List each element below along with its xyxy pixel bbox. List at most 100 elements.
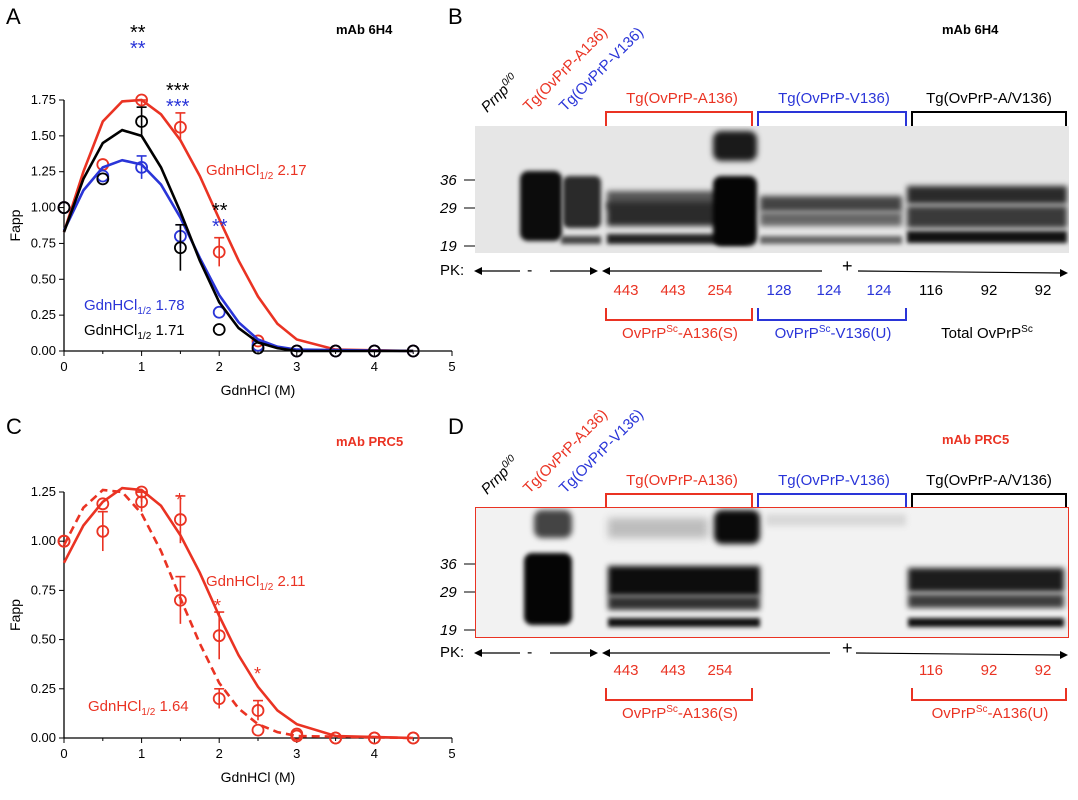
panel-d-mw-ticks <box>464 563 475 631</box>
panel-a-y-tick-label: 1.25 <box>31 164 56 179</box>
panel-b-western-blot <box>475 126 1069 253</box>
panel-a-series-2-point <box>96 172 110 186</box>
panel-c-series-0-fit-curve <box>62 486 414 740</box>
panel-b-number-3: 254 <box>707 282 733 299</box>
panel-a-series-2-point <box>251 341 265 355</box>
panel-d-number-1: 443 <box>613 662 639 679</box>
panel-b-number-7: 116 <box>919 282 943 299</box>
panel-c-x-tick-label: 0 <box>60 746 67 761</box>
panel-a-series-2-point <box>57 201 71 214</box>
panel-b-antibody: mAb 6H4 <box>942 22 999 37</box>
panel-d-group-a136: Tg(OvPrP-A136) <box>626 472 738 489</box>
panel-b-group-a136: Tg(OvPrP-A136) <box>626 90 738 107</box>
panel-a-y-tick-label: 0.25 <box>31 307 56 322</box>
panel-c-series-0-point <box>173 513 187 526</box>
panel-c-series-1-point <box>329 731 343 745</box>
panel-a-series-2-point <box>135 115 149 128</box>
panel-a-star-3-blue: ** <box>212 216 228 238</box>
panel-d-pk-plus: + <box>842 638 853 658</box>
panel-c-series-1-fit-curve <box>62 488 414 740</box>
panel-c-star-1: * <box>176 490 184 510</box>
panel-b-number-8: 92 <box>980 282 998 299</box>
panel-d-number-6: 92 <box>1034 662 1052 679</box>
panel-a-x-tick-label: 1 <box>138 359 145 374</box>
panel-a-star-1-black: ** <box>130 22 146 44</box>
panel-d-bottom-brackets <box>605 688 1067 701</box>
panel-a-star-2-black: *** <box>166 80 190 102</box>
panel-c-series-1-point <box>367 731 381 745</box>
panel-a-x-axis-label: GdnHCl (M) <box>221 382 296 398</box>
panel-c-x-tick-label: 4 <box>371 746 378 761</box>
panel-a-y-tick-label: 1.50 <box>31 128 56 143</box>
panel-a-series-2-point <box>367 344 381 358</box>
panel-a-series-2-fit-curve <box>62 128 414 353</box>
panel-a-series-2-point <box>406 344 420 358</box>
panel-a-series-0-point <box>212 245 226 259</box>
panel-a-star-3-black: ** <box>212 200 228 222</box>
panel-c-x-tick-label: 1 <box>138 746 145 761</box>
panel-d-pk-label: PK: <box>440 644 465 661</box>
panel-c-y-tick-label: 0.75 <box>31 582 56 597</box>
panel-c-series-1-point <box>406 731 420 745</box>
panel-a-series-1-point <box>135 161 149 174</box>
panel-d-western-blot <box>475 507 1069 638</box>
panel-a-star-2-blue: *** <box>166 96 190 118</box>
panel-c-y-axis-label: Fapp <box>7 599 23 631</box>
panel-a-x-tick-label: 4 <box>371 359 378 374</box>
panel-a-y-tick-label: 0.75 <box>31 235 56 250</box>
panel-d-number-4: 116 <box>919 662 943 679</box>
panel-a-y-tick-label: 0.00 <box>31 343 56 358</box>
panel-d-pk-minus: - <box>527 644 533 661</box>
panel-d-antibody: mAb PRC5 <box>942 432 1010 447</box>
panel-c-series-1-point <box>57 534 71 548</box>
panel-d-number-2: 443 <box>660 662 686 679</box>
panel-c-series-0-point <box>212 629 226 643</box>
panel-d-mw-19: 19 <box>440 622 457 639</box>
panel-b-number-2: 443 <box>660 282 686 299</box>
panel-a-antibody: mAb 6H4 <box>336 22 393 37</box>
panel-c-y-tick-label: 1.25 <box>31 484 56 499</box>
panel-a-star-1-blue: ** <box>130 38 146 60</box>
panel-b-lane-label-prnp: Prnp0/0 <box>477 71 518 116</box>
panel-c-x-tick-label: 2 <box>216 746 223 761</box>
panel-a-x-tick-label: 2 <box>216 359 223 374</box>
panel-b-number-5: 124 <box>816 282 842 299</box>
panel-b-pk-label: PK: <box>440 262 465 279</box>
panel-a-series-0-fit-curve <box>62 98 414 353</box>
panel-d-group-v136: Tg(OvPrP-V136) <box>778 472 890 489</box>
panel-b-mw-29: 29 <box>440 200 457 217</box>
panel-a-annotation-blue: GdnHCl1/2 1.78 <box>84 297 185 317</box>
panel-a-series-0-point <box>135 93 149 107</box>
panel-a-series-2-point <box>212 323 226 336</box>
panel-c-series-1-point <box>251 723 265 737</box>
panel-d-pk-arrows <box>474 649 1068 659</box>
panel-c-x-tick-label: 3 <box>293 746 300 761</box>
panel-b-number-9: 92 <box>1034 282 1052 299</box>
panel-a-y-tick-label: 1.75 <box>31 92 56 107</box>
panel-c-star-2: * <box>214 596 222 616</box>
panel-b-pk-arrows <box>474 267 1068 277</box>
panel-c-y-tick-label: 0.25 <box>31 681 56 696</box>
panel-d-group-brackets <box>605 493 1067 510</box>
panel-a-series-0-point <box>173 120 187 134</box>
panel-a-series-2-point <box>290 344 304 358</box>
panel-a-x-tick-label: 3 <box>293 359 300 374</box>
panel-c-series-1-point <box>173 593 187 607</box>
panel-a-x-tick-label: 0 <box>60 359 67 374</box>
panel-b-group-av136: Tg(OvPrP-A/V136) <box>926 90 1052 107</box>
panel-d-lane-label-prnp: Prnp0/0 <box>477 453 518 498</box>
panel-c-label: C <box>6 414 22 439</box>
panel-a-label: A <box>6 4 21 29</box>
panel-c-series-1-point <box>96 524 110 538</box>
panel-b-pk-plus: + <box>842 256 853 276</box>
panel-d-number-5: 92 <box>980 662 998 679</box>
panel-c-chart: 0 1 2 3 4 5 0.00 0.25 0.50 0.75 1.00 1.25 GdnHCl (M)… <box>7 484 456 785</box>
panel-c-y-tick-label: 0.50 <box>31 632 56 647</box>
panel-b-bottom-label-1: OvPrPSc-A136(S) <box>622 324 738 342</box>
panel-a-series-1-point <box>212 305 226 319</box>
panel-c-y-tick-label: 1.00 <box>31 533 56 548</box>
panel-c-annotation-solid: GdnHCl1/2 2.11 <box>206 573 306 593</box>
panel-b-number-1: 443 <box>613 282 639 299</box>
panel-a-chart: 0 1 2 3 4 5 0.00 0.25 0.50 0.75 1.00 1.25 1.50 1.75 Gd… <box>7 92 456 398</box>
panel-d-mw-36: 36 <box>440 556 457 573</box>
